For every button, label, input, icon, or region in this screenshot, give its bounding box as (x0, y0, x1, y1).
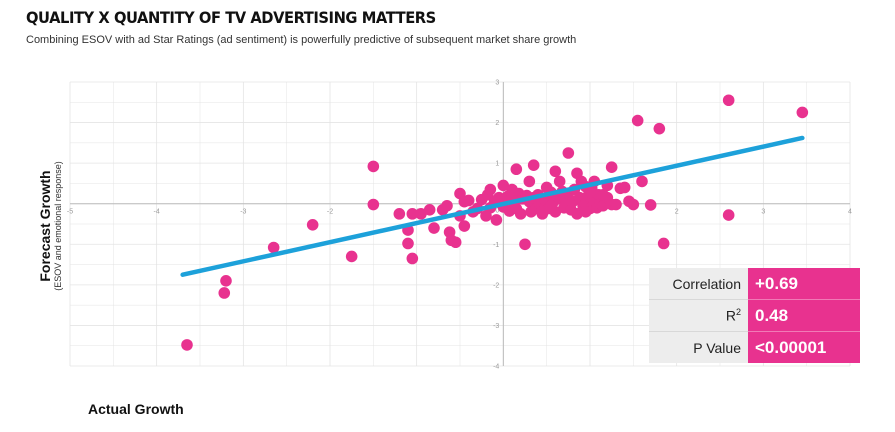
data-point (497, 179, 510, 192)
trend-layer (180, 135, 805, 277)
data-point (653, 122, 666, 135)
data-point (722, 94, 735, 107)
stat-value: +0.69 (748, 268, 860, 300)
data-point (722, 209, 735, 221)
data-point (597, 188, 609, 201)
data-point (627, 198, 640, 211)
data-point (267, 241, 280, 254)
data-point (220, 275, 232, 287)
stat-label: P Value (649, 332, 748, 363)
data-point (393, 208, 406, 220)
data-point (402, 237, 414, 250)
data-point (490, 214, 503, 226)
x-axis-label: Actual Growth (88, 401, 184, 417)
data-point (657, 237, 670, 250)
data-point (618, 181, 631, 194)
stat-value: 0.48 (748, 300, 860, 332)
y-axis-sublabel: (ESOV and emotional response) (53, 161, 63, 291)
stat-label: R2 (649, 300, 748, 332)
page-title: QUALITY X QUANTITY OF TV ADVERTISING MAT… (26, 8, 436, 27)
y-tick-label: -4 (493, 364, 499, 371)
data-point (549, 165, 562, 178)
data-point (636, 175, 648, 188)
y-tick-label: 1 (495, 161, 499, 168)
x-tick-label: 3 (761, 209, 765, 216)
data-point (610, 198, 622, 211)
data-point (510, 163, 523, 176)
data-point (367, 160, 380, 173)
superscript-two: 2 (735, 307, 741, 318)
stat-label: Correlation (649, 268, 748, 300)
data-point (423, 204, 436, 216)
data-point (345, 250, 358, 263)
data-point (406, 252, 419, 265)
page-subtitle: Combining ESOV with ad Star Ratings (ad … (26, 34, 577, 46)
data-point (306, 219, 319, 231)
data-point (553, 175, 566, 188)
data-point (415, 208, 427, 220)
stat-row-r-squared: R2 0.48 (649, 300, 860, 332)
data-point (406, 208, 419, 220)
data-point (631, 114, 644, 127)
y-tick-label: 3 (495, 80, 499, 87)
data-point (644, 199, 657, 211)
data-point (545, 199, 557, 212)
data-point (523, 175, 536, 188)
data-point (181, 339, 193, 351)
y-tick-label: -2 (493, 282, 499, 289)
data-point (571, 208, 583, 220)
data-point (458, 220, 471, 232)
data-point (445, 234, 458, 247)
data-point (796, 106, 809, 119)
origin-tick-label: 0 (495, 208, 499, 215)
data-point (519, 238, 531, 251)
x-tick-label: -5 (67, 209, 73, 216)
trend-line (180, 135, 805, 277)
y-tick-label: -3 (493, 323, 499, 330)
x-tick-label: 4 (848, 209, 852, 216)
data-point (584, 186, 596, 199)
stat-row-correlation: Correlation +0.69 (649, 268, 860, 300)
data-point (218, 287, 231, 299)
x-tick-label: -3 (240, 209, 246, 216)
x-tick-label: -2 (327, 209, 333, 216)
stat-value: <0.00001 (748, 332, 860, 363)
data-point (458, 195, 471, 208)
data-point (428, 222, 440, 234)
x-tick-label: -4 (154, 209, 160, 216)
data-point (514, 208, 527, 220)
data-point (562, 147, 575, 159)
data-point (527, 159, 540, 171)
data-point (579, 206, 592, 218)
y-tick-label: 2 (495, 120, 499, 127)
data-point (571, 167, 583, 180)
x-tick-label: 2 (675, 209, 679, 216)
y-tick-label: -1 (493, 242, 499, 249)
data-point (367, 198, 380, 211)
stat-row-p-value: P Value <0.00001 (649, 332, 860, 363)
y-axis-label: Forecast Growth (37, 170, 53, 282)
data-point (484, 183, 497, 196)
data-point (536, 206, 549, 218)
stats-table: Correlation +0.69 R2 0.48 P Value <0.000… (649, 268, 860, 363)
data-point (441, 199, 453, 212)
data-point (605, 161, 618, 173)
